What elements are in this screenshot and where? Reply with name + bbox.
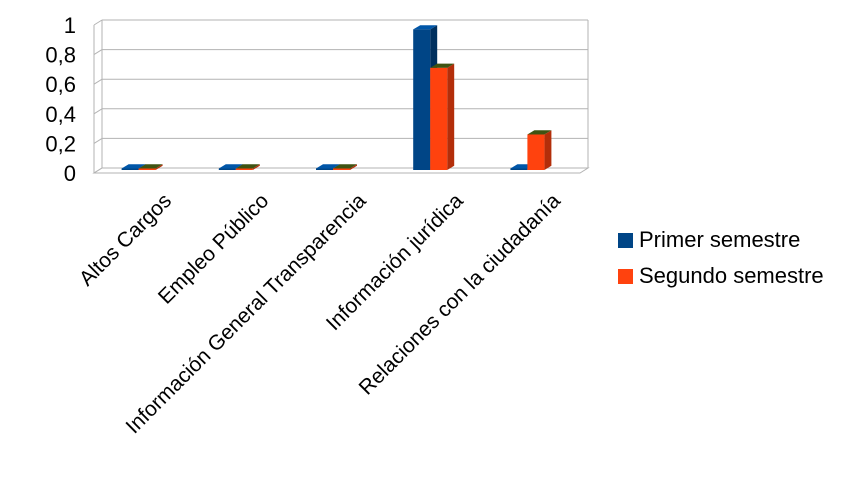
bar	[430, 63, 455, 170]
bar-top	[316, 164, 340, 169]
gridline-side	[93, 78, 103, 85]
bar	[235, 164, 260, 170]
bar-front	[510, 168, 528, 170]
bar-front	[430, 67, 448, 170]
bar-side	[155, 164, 163, 170]
legend-swatch-segundo-semestre	[618, 268, 633, 284]
legend-item-segundo-semestre: Segundo semestre	[618, 258, 824, 294]
legend-swatch-primer-semestre	[618, 232, 633, 248]
grid-layer	[92, 19, 590, 174]
bar	[527, 130, 552, 170]
gridline-side	[93, 49, 103, 56]
y-tick-label: 0,6	[45, 72, 76, 97]
gridline-side	[93, 108, 103, 115]
bar-top	[333, 164, 357, 169]
x-category-label: Relaciones con la ciudadanía	[355, 189, 565, 399]
bar-front	[413, 29, 431, 171]
legend-label-segundo-semestre: Segundo semestre	[639, 263, 824, 288]
x-category-label: Altos Cargos	[75, 189, 176, 290]
bar-side	[252, 164, 260, 170]
bars-layer	[121, 25, 552, 171]
bar-top	[430, 63, 455, 68]
y-tick-label: 0	[64, 161, 76, 186]
bar-front	[218, 168, 236, 170]
bar-top	[218, 164, 243, 169]
bar-top	[413, 25, 438, 30]
bar-side	[544, 130, 552, 170]
y-axis-tick-labels: 0 0,2 0,4 0,6 0,8 1	[45, 13, 76, 186]
bar-front	[138, 168, 156, 170]
gridline-side	[93, 137, 103, 144]
y-tick-label: 0,2	[45, 131, 76, 156]
bar-side	[447, 63, 455, 170]
y-tick-label: 0,8	[45, 43, 76, 68]
bar-side	[350, 164, 357, 170]
bar	[333, 164, 357, 170]
bar-top	[527, 130, 552, 135]
bar-front	[235, 168, 253, 170]
bar-front	[527, 134, 545, 170]
gridline-side	[93, 19, 103, 26]
bar-front	[121, 168, 139, 170]
bar-front	[316, 168, 333, 170]
legend-item-primer-semestre: Primer semestre	[618, 222, 824, 258]
y-tick-label: 0,4	[45, 102, 76, 127]
bar-top	[121, 164, 146, 169]
bar-top	[138, 164, 163, 169]
bar-top	[235, 164, 260, 169]
y-tick-label: 1	[64, 13, 76, 38]
bar-front	[333, 168, 350, 170]
legend: Primer semestre Segundo semestre	[618, 222, 824, 294]
legend-label-primer-semestre: Primer semestre	[639, 227, 801, 252]
bar	[138, 164, 163, 170]
